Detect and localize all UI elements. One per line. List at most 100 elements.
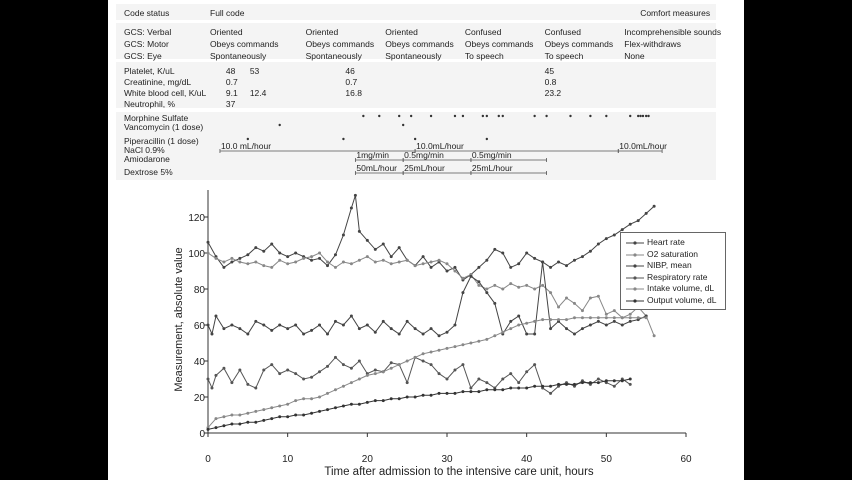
data-point (349, 206, 353, 210)
data-point (333, 265, 337, 269)
data-point (389, 262, 393, 266)
dose-marker (485, 114, 489, 118)
legend-swatch (626, 252, 644, 257)
dose-marker (398, 114, 401, 118)
data-point (517, 323, 521, 327)
data-point (397, 332, 401, 336)
data-point (612, 384, 616, 388)
dose-marker (378, 114, 381, 118)
data-point (549, 327, 553, 331)
data-point (477, 283, 481, 287)
data-point (206, 427, 210, 431)
flowsheet-row-label: GCS: Eye (124, 51, 162, 61)
data-point (612, 233, 616, 237)
data-point (318, 256, 322, 260)
data-point (549, 384, 553, 388)
data-point (580, 316, 584, 320)
data-point (501, 330, 505, 334)
data-point (286, 368, 290, 372)
data-point (214, 256, 218, 260)
data-point (254, 246, 258, 250)
data-point (429, 350, 433, 354)
data-point (341, 260, 345, 264)
data-point (333, 406, 337, 410)
data-point (286, 262, 290, 266)
medication-label: Dextrose 5% (124, 167, 173, 177)
data-point (588, 296, 592, 300)
dose-marker (605, 114, 608, 118)
medication-label: Morphine Sulfate (124, 113, 189, 123)
x-tick-label: 0 (205, 454, 211, 465)
data-point (326, 364, 329, 368)
data-point (333, 388, 337, 392)
infusion-rate: 50mL/hour (356, 163, 398, 173)
legend-swatch (626, 241, 644, 245)
data-point (437, 348, 441, 352)
y-tick-label: 80 (194, 285, 206, 296)
data-point (405, 258, 409, 262)
data-point (541, 283, 545, 287)
data-point (509, 282, 513, 286)
series-line (207, 356, 631, 395)
data-point (477, 339, 481, 343)
data-point (413, 395, 417, 399)
data-point (210, 386, 214, 390)
data-point (572, 332, 576, 336)
flowsheet-value: 46 (345, 66, 355, 76)
data-point (429, 260, 433, 264)
data-point (580, 327, 584, 331)
legend-label: Intake volume, dL (647, 283, 715, 293)
data-point (341, 233, 345, 237)
data-point (453, 323, 457, 327)
data-point (604, 323, 608, 327)
data-point (596, 377, 600, 381)
data-point (636, 219, 640, 223)
data-point (222, 265, 226, 269)
flowsheet-value: None (624, 51, 645, 61)
data-point (262, 249, 266, 253)
data-point (230, 256, 234, 260)
data-point (493, 283, 497, 287)
data-point (357, 229, 361, 233)
data-point (357, 402, 361, 406)
data-point (525, 370, 529, 374)
data-point (628, 222, 632, 226)
data-point (580, 381, 584, 385)
data-point (294, 260, 298, 264)
series-line (207, 317, 647, 428)
data-point (517, 314, 521, 318)
data-point (572, 316, 576, 320)
dose-marker (342, 137, 345, 141)
legend-swatch (626, 287, 644, 291)
data-point (612, 316, 616, 320)
data-point (437, 372, 441, 376)
data-point (541, 318, 545, 322)
data-point (278, 251, 282, 255)
flowsheet-value: 16.8 (345, 88, 362, 98)
data-point (437, 258, 441, 262)
data-point (262, 368, 266, 372)
data-point (565, 382, 568, 386)
flowsheet-value: Spontaneously (210, 51, 267, 61)
data-point (349, 366, 353, 370)
data-point (206, 251, 210, 255)
data-point (294, 413, 298, 417)
data-point (596, 319, 600, 323)
data-point (413, 355, 417, 359)
data-point (652, 334, 656, 338)
data-point (246, 262, 250, 266)
data-point (278, 372, 282, 376)
data-point (270, 406, 274, 410)
data-point (254, 319, 258, 323)
data-point (485, 381, 489, 385)
flowsheet-value: To speech (544, 51, 584, 61)
data-point (469, 274, 473, 278)
data-point (254, 420, 258, 424)
data-point (453, 269, 457, 273)
data-point (230, 323, 234, 327)
data-point (549, 318, 553, 322)
data-point (206, 323, 210, 327)
flowsheet-value: 0.7 (225, 77, 238, 87)
data-point (294, 372, 298, 376)
data-point (533, 332, 537, 336)
